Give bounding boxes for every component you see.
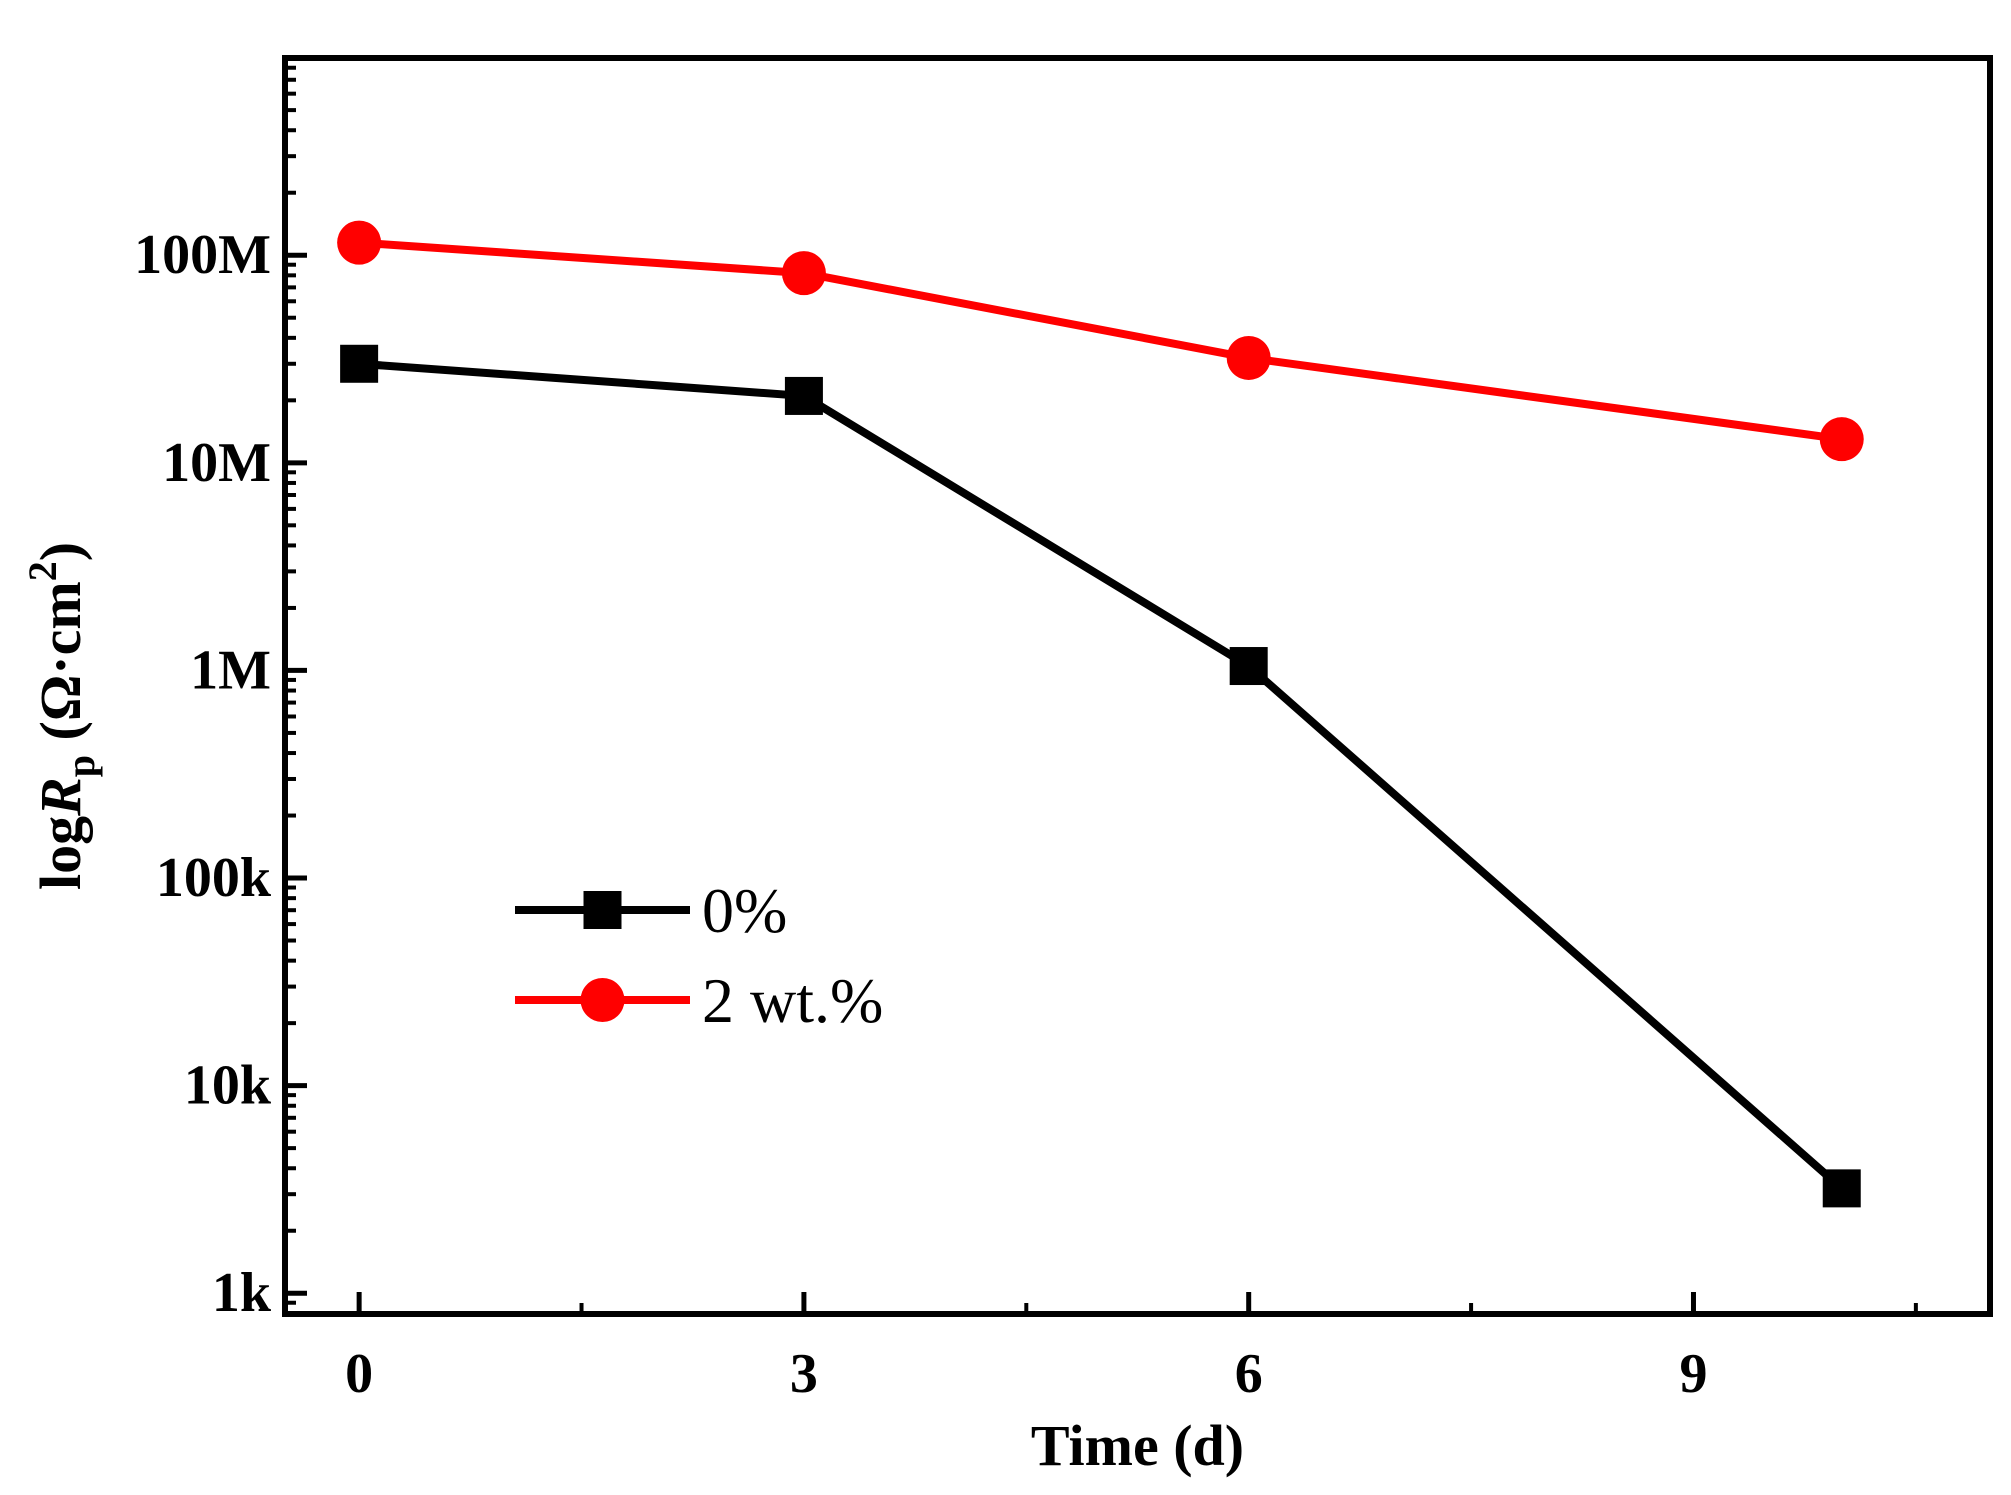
data-point-circle bbox=[781, 251, 826, 296]
x-axis-title: Time (d) bbox=[1031, 1413, 1244, 1478]
data-point-circle bbox=[1226, 335, 1271, 380]
y-tick-label: 1k bbox=[212, 1262, 272, 1324]
legend-marker-square bbox=[583, 891, 622, 929]
y-tick-label: 10k bbox=[184, 1055, 272, 1117]
y-tick-label: 1M bbox=[190, 639, 271, 701]
data-point-square bbox=[1822, 1169, 1861, 1208]
x-tick-label: 9 bbox=[1679, 1343, 1707, 1405]
x-tick-label: 0 bbox=[345, 1343, 373, 1405]
x-ticks bbox=[356, 1292, 1918, 1314]
y-axis-title-subscript: p bbox=[58, 755, 103, 777]
legend-label: 0% bbox=[702, 875, 787, 946]
legend-label: 2 wt.% bbox=[702, 965, 883, 1036]
y-major-ticks bbox=[285, 252, 307, 1296]
data-point-square bbox=[784, 376, 823, 415]
series-line bbox=[358, 359, 1845, 1192]
y-axis-title: logRp (Ω·cm2) bbox=[20, 542, 103, 890]
x-tick-labels: 0 3 6 9 bbox=[345, 1343, 1707, 1405]
y-tick-labels: 1k 10k 100k 1M 10M 100M bbox=[134, 224, 272, 1324]
legend-marker-circle bbox=[580, 978, 625, 1022]
y-axis-title-unit: (Ω·cm bbox=[28, 581, 93, 755]
data-point-square bbox=[1229, 647, 1268, 686]
y-tick-label: 100k bbox=[156, 847, 272, 909]
legend: 0% 2 wt.% bbox=[515, 875, 883, 1036]
data-point-circle bbox=[1819, 417, 1864, 462]
y-tick-label: 100M bbox=[134, 224, 271, 286]
y-axis-title-close: ) bbox=[28, 542, 93, 561]
y-axis-title-symbol: R bbox=[28, 777, 93, 817]
data-point-square bbox=[340, 344, 379, 383]
y-axis-title-prefix: log bbox=[28, 816, 93, 890]
plot-frame bbox=[282, 55, 1993, 1317]
x-tick-label: 3 bbox=[790, 1343, 818, 1405]
y-axis-title-superscript: 2 bbox=[20, 561, 65, 581]
series-line bbox=[358, 238, 1843, 444]
series-layer bbox=[337, 220, 1864, 1208]
data-point-circle bbox=[337, 220, 382, 265]
x-tick-label: 6 bbox=[1235, 1343, 1263, 1405]
y-tick-label: 10M bbox=[162, 432, 271, 494]
